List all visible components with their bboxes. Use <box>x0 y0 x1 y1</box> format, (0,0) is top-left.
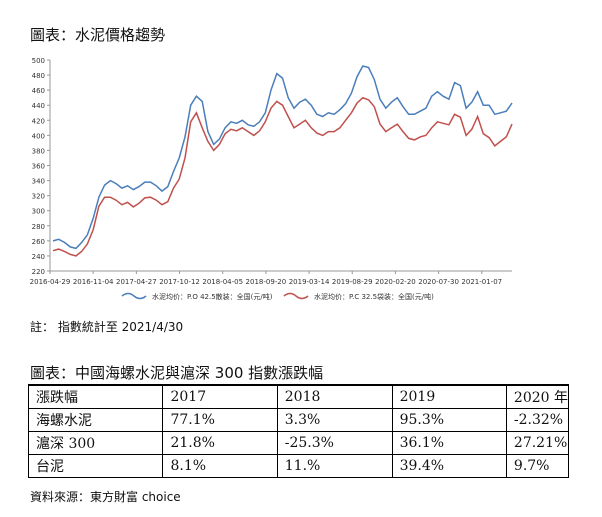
y-tick-label: 280 <box>32 223 45 231</box>
table-header-cell: 2020 年 <box>505 384 570 409</box>
y-tick-label: 500 <box>32 57 45 65</box>
x-tick-label: 2017-04-27 <box>116 278 157 286</box>
x-tick-label: 2021-01-07 <box>461 278 502 286</box>
x-tick-label: 2016-04-29 <box>30 278 71 286</box>
y-tick-label: 460 <box>32 87 45 95</box>
legend-swatch-1 <box>121 292 147 300</box>
table-header-cell: 2018 <box>276 384 393 409</box>
series-line-2 <box>52 96 513 257</box>
table-cell: 39.4% <box>391 454 507 478</box>
series-line-1 <box>52 65 513 250</box>
table-cell: 11.% <box>276 454 393 478</box>
legend-label-1: 水泥均价：P.O 42.5散装：全国(元/吨) <box>152 292 273 301</box>
y-tick-label: 340 <box>32 178 45 186</box>
y-tick-label: 400 <box>32 132 45 140</box>
price-trend-chart-svg: 220 240 260 280 300 320 340 360 380 400 420 440 460 4… <box>30 57 513 301</box>
y-tick-label: 380 <box>32 147 45 155</box>
table-header-cell: 2017 <box>162 384 278 409</box>
y-tick-label: 220 <box>32 268 45 276</box>
x-tick-label: 2019-08-29 <box>332 278 373 286</box>
table-cell: 海螺水泥 <box>27 408 164 432</box>
x-tick-label: 2020-02-20 <box>375 278 416 286</box>
y-tick-label: 240 <box>32 253 45 261</box>
table-title: 圖表：中國海螺水泥與滬深 300 指數漲跌幅 <box>30 364 324 382</box>
x-tick-label: 2020-07-30 <box>418 278 459 286</box>
table-cell: 滬深 300 <box>27 431 164 455</box>
y-tick-label: 260 <box>32 238 45 246</box>
table-cell: -2.32% <box>505 408 570 432</box>
price-trend-chart: 220 240 260 280 300 320 340 360 380 400 420 440 460 4… <box>0 52 602 314</box>
table-cell: 台泥 <box>27 454 164 478</box>
table-header-cell: 漲跌幅 <box>27 384 164 409</box>
y-tick-label: 440 <box>32 102 45 110</box>
table-cell: 3.3% <box>276 408 393 432</box>
y-tick-label: 480 <box>32 72 45 80</box>
table-cell: 8.1% <box>162 454 278 478</box>
table-cell: 36.1% <box>391 431 507 455</box>
y-tick-label: 360 <box>32 163 45 171</box>
chart-title: 圖表：水泥價格趨勢 <box>30 26 166 44</box>
table-row: 海螺水泥 77.1% 3.3% 95.3% -2.32% <box>27 408 570 432</box>
x-tick-label: 2018-09-20 <box>246 278 287 286</box>
table-header-cell: 2019 <box>391 384 507 409</box>
data-source: 資料來源：東方財富 choice <box>30 490 181 504</box>
growth-table: 漲跌幅 2017 2018 2019 2020 年海螺水泥 77.1% 3.3% 95.3% -… <box>27 384 570 478</box>
y-tick-label: 320 <box>32 193 45 201</box>
x-tick-label: 2016-11-04 <box>73 278 114 286</box>
table-cell: 9.7% <box>505 454 570 478</box>
x-tick-label: 2017-10-12 <box>159 278 200 286</box>
y-tick-label: 420 <box>32 117 45 125</box>
x-tick-label: 2018-04-05 <box>202 278 243 286</box>
legend-swatch-2 <box>283 292 309 300</box>
x-tick-label: 2019-03-14 <box>289 278 330 286</box>
table-cell: -25.3% <box>276 431 393 455</box>
table-cell: 21.8% <box>162 431 278 455</box>
chart-note: 註： 指數統計至 2021/4/30 <box>30 320 184 334</box>
table-row: 滬深 300 21.8% -25.3% 36.1% 27.21% <box>27 431 570 455</box>
growth-table-body: 漲跌幅 2017 2018 2019 2020 年海螺水泥 77.1% 3.3% 95.3% -… <box>27 384 570 478</box>
table-cell: 27.21% <box>505 431 570 455</box>
table-row: 台泥 8.1% 11.% 39.4% 9.7% <box>27 454 570 478</box>
table-cell: 77.1% <box>162 408 278 432</box>
table-cell: 95.3% <box>391 408 507 432</box>
legend-label-2: 水泥均价：P.C 32.5袋装：全国(元/吨) <box>314 292 434 301</box>
y-tick-label: 300 <box>32 208 45 216</box>
table-header-row: 漲跌幅 2017 2018 2019 2020 年 <box>27 384 570 409</box>
